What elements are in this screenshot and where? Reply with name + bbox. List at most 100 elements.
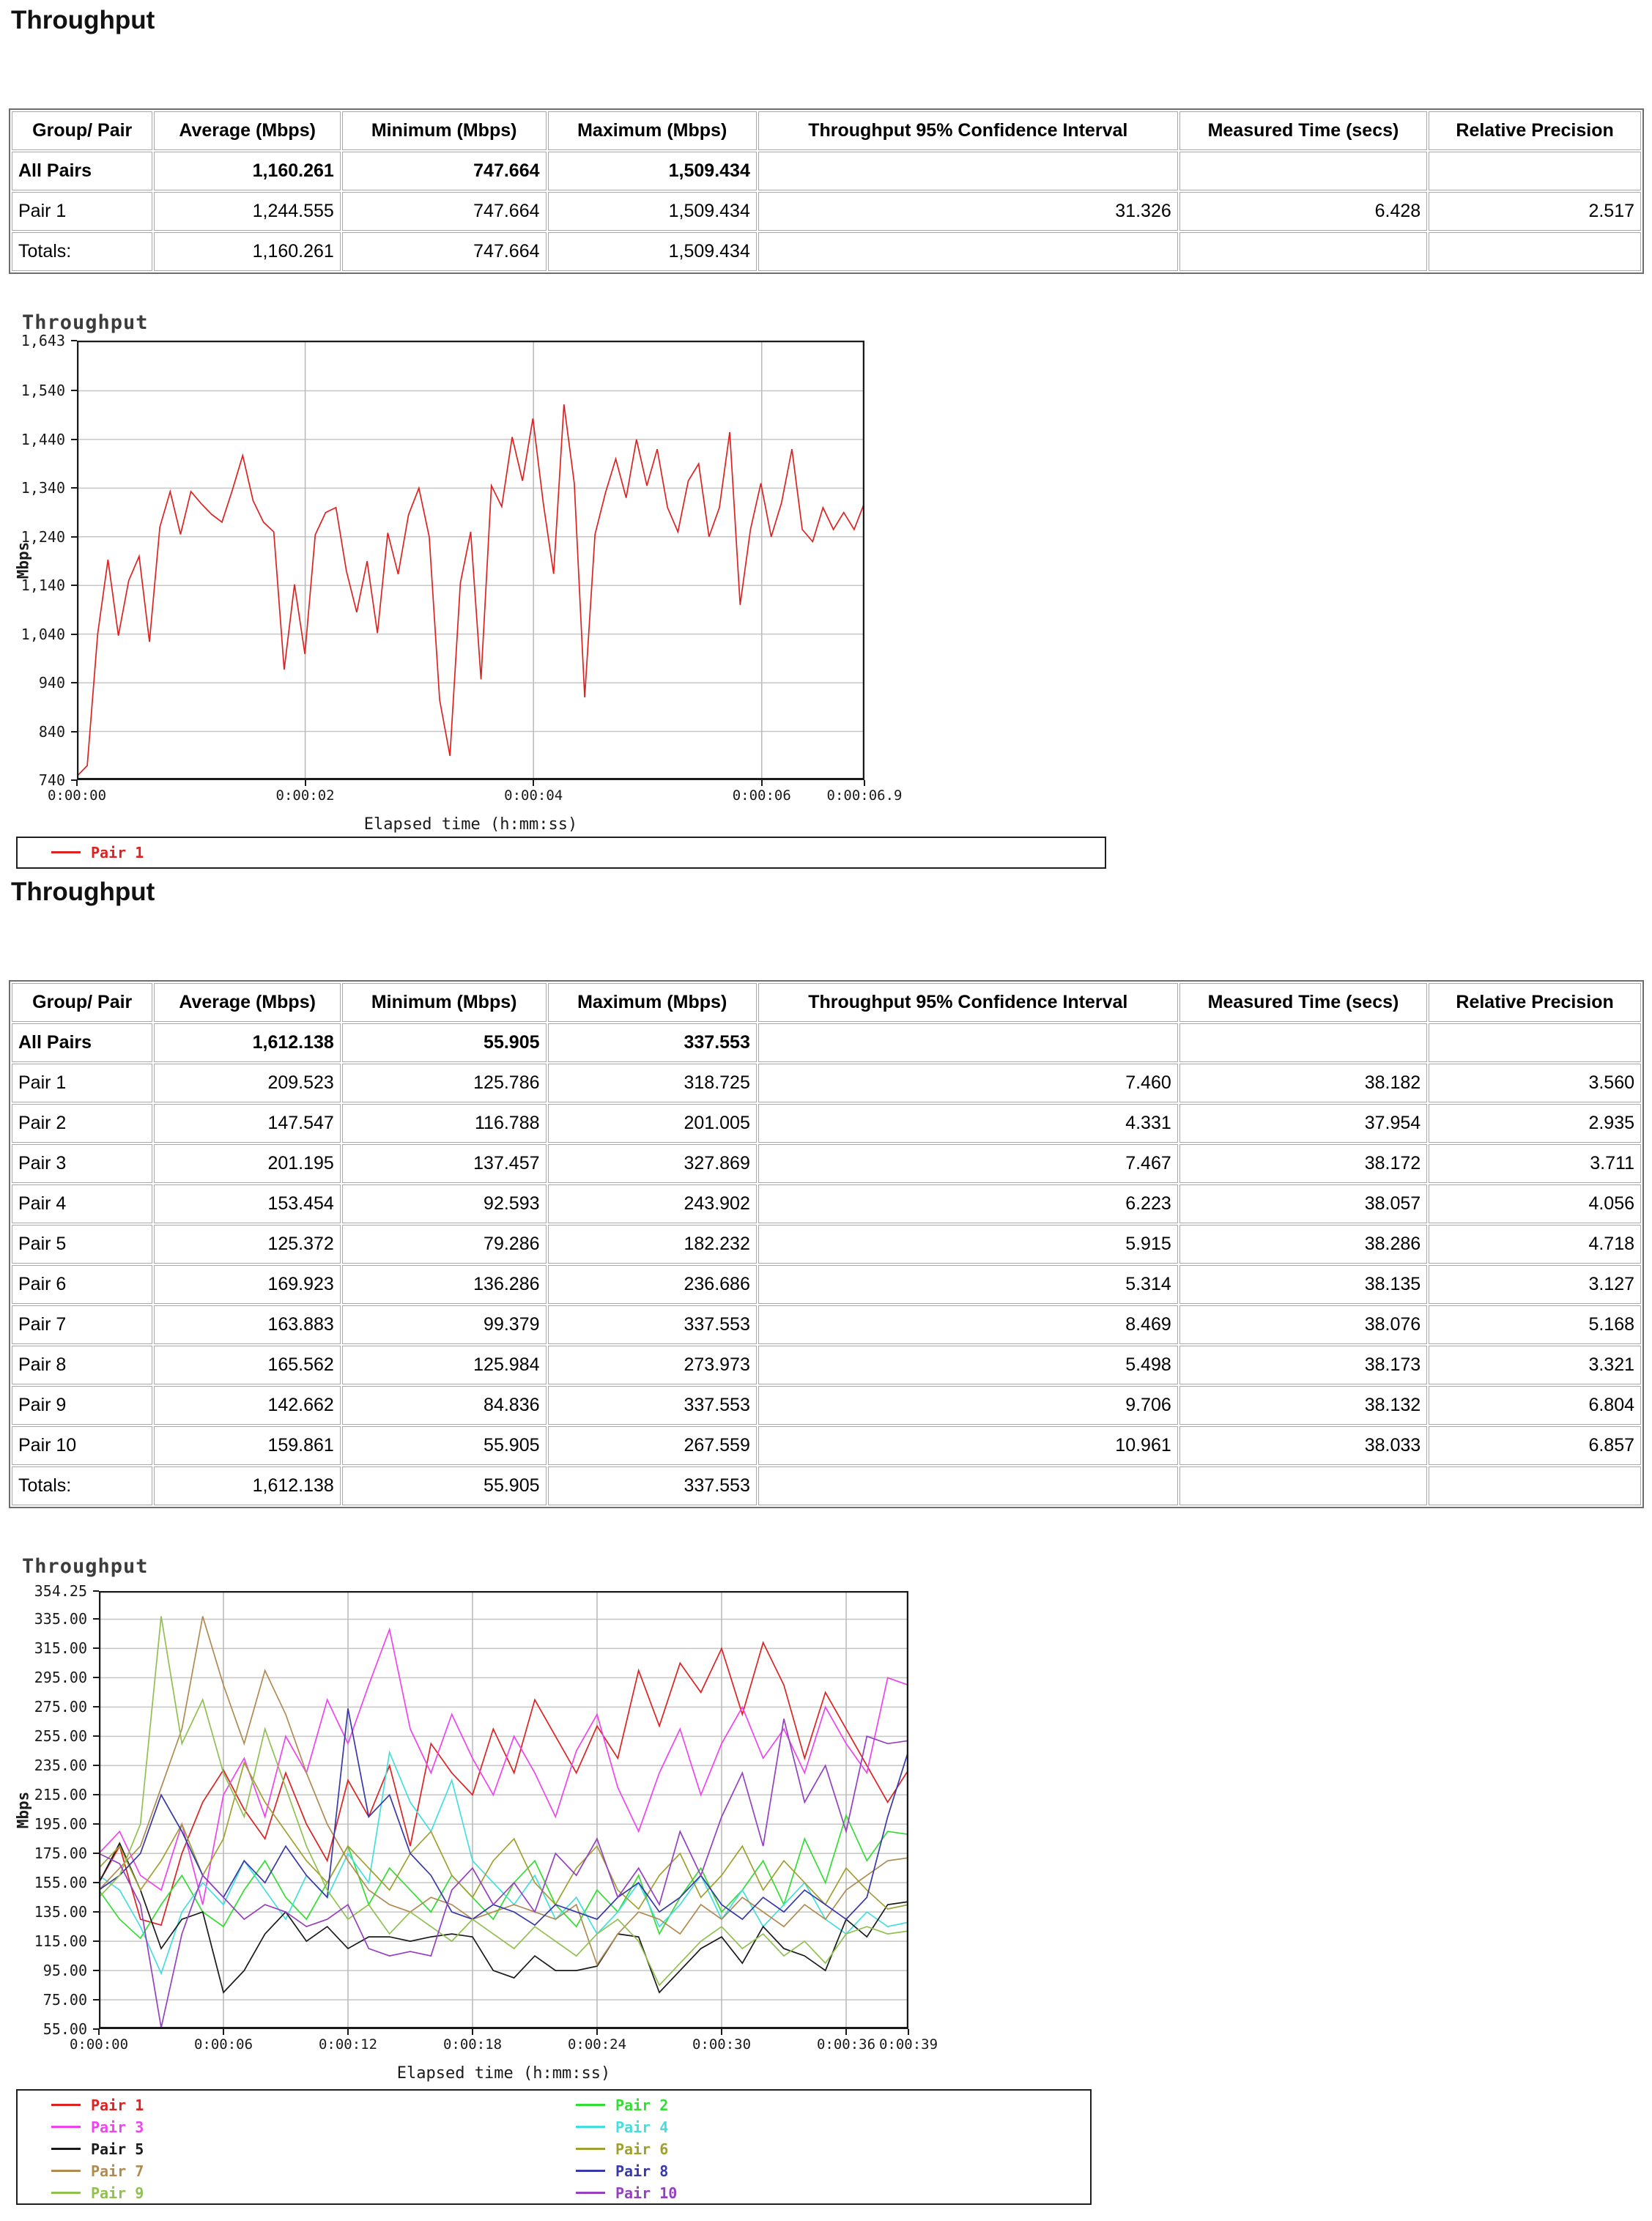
y-tick-label: 1,140 — [21, 576, 65, 595]
cell-value: 747.664 — [341, 192, 547, 231]
cell-value: 243.902 — [547, 1184, 757, 1223]
cell-value — [758, 232, 1178, 271]
x-tick-label: 0:00:39 — [878, 2036, 938, 2053]
y-tickmark — [93, 1706, 99, 1708]
column-header: Minimum (Mbps) — [341, 111, 547, 150]
y-tick-label: 95.00 — [42, 1962, 87, 1980]
y-tick-label: 1,540 — [21, 382, 65, 400]
cell-value: 9.706 — [758, 1386, 1178, 1425]
chart-legend: Pair 1 — [16, 837, 1106, 869]
row-label: Pair 4 — [12, 1184, 153, 1223]
row-label: Pair 7 — [12, 1305, 153, 1344]
legend-line-icon — [576, 2170, 605, 2172]
cell-value: 1,160.261 — [154, 232, 341, 271]
plot-area — [99, 1591, 908, 2029]
column-header: Measured Time (secs) — [1179, 983, 1428, 1022]
x-tickmark — [721, 2029, 722, 2035]
legend-label: Pair 8 — [615, 2162, 669, 2180]
cell-value: 337.553 — [547, 1386, 757, 1425]
y-tickmark — [71, 390, 77, 392]
cell-value: 6.223 — [758, 1184, 1178, 1223]
table-row: Pair 7 163.883 99.379 337.553 8.469 38.076 5.1… — [12, 1305, 1641, 1344]
y-tickmark — [93, 1590, 99, 1592]
cell-value: 267.559 — [547, 1426, 757, 1465]
legend-label: Pair 9 — [91, 2184, 144, 2202]
cell-value: 79.286 — [341, 1225, 547, 1264]
y-tick-label: 235.00 — [34, 1757, 87, 1775]
y-tick-label: 75.00 — [42, 1991, 87, 2009]
y-tick-label: 740 — [38, 771, 65, 789]
y-tickmark — [71, 535, 77, 538]
y-tick-label: 55.00 — [42, 2020, 87, 2038]
legend-item: Pair 4 — [576, 2118, 1090, 2136]
series-line — [99, 1641, 908, 1927]
legend-item: Pair 7 — [51, 2162, 576, 2180]
y-tickmark — [71, 779, 77, 781]
row-label: All Pairs — [12, 1023, 153, 1062]
x-tick-label: 0:00:24 — [567, 2036, 627, 2053]
throughput-chart-2: Throughput 354.25 335.00 315.00 295.00 275.00… — [0, 1549, 1652, 2220]
series-line — [99, 1616, 908, 1987]
column-header: Minimum (Mbps) — [341, 983, 547, 1022]
y-tick-label: 175.00 — [34, 1844, 87, 1863]
cell-value: 165.562 — [154, 1346, 341, 1384]
cell-value — [1179, 152, 1428, 190]
row-label: Totals: — [12, 1467, 153, 1505]
cell-value: 201.195 — [154, 1144, 341, 1183]
cell-value: 55.905 — [341, 1426, 547, 1465]
series-line — [99, 1718, 908, 2028]
cell-value: 84.836 — [341, 1386, 547, 1425]
chart-title: Throughput — [22, 1555, 149, 1578]
series-line — [99, 1750, 908, 1976]
legend-line-icon — [51, 2104, 81, 2106]
cell-value: 10.961 — [758, 1426, 1178, 1465]
y-tick-label: 155.00 — [34, 1874, 87, 1892]
x-tickmark — [472, 2029, 473, 2035]
y-tickmark — [93, 1999, 99, 2001]
table-row: Totals: 1,612.138 55.905 337.553 — [12, 1467, 1641, 1505]
y-tickmark — [93, 1970, 99, 1972]
x-tickmark — [908, 2029, 909, 2035]
x-tickmark — [76, 780, 78, 786]
y-tick-label: 1,240 — [21, 527, 65, 546]
cell-value — [1179, 1023, 1428, 1062]
series-line — [77, 404, 864, 777]
row-label: All Pairs — [12, 152, 153, 190]
y-tick-label: 115.00 — [34, 1932, 87, 1951]
cell-value: 5.314 — [758, 1265, 1178, 1304]
cell-value — [758, 1023, 1178, 1062]
legend-item: Pair 8 — [576, 2162, 1090, 2180]
legend-label: Pair 4 — [615, 2118, 669, 2136]
cell-value: 31.326 — [758, 192, 1178, 231]
cell-value: 2.935 — [1429, 1104, 1641, 1143]
cell-value: 209.523 — [154, 1064, 341, 1102]
row-label: Pair 10 — [12, 1426, 153, 1465]
cell-value: 142.662 — [154, 1386, 341, 1425]
column-header: Throughput 95% Confidence Interval — [758, 983, 1178, 1022]
legend-label: Pair 5 — [91, 2140, 144, 2158]
legend-item: Pair 6 — [576, 2140, 1090, 2158]
cell-value: 125.372 — [154, 1225, 341, 1264]
cell-value: 747.664 — [341, 232, 547, 271]
chart-legend: Pair 1 Pair 2 Pair 3 Pair 4 Pair 5 Pair 6 Pair… — [16, 2089, 1092, 2205]
cell-value: 38.173 — [1179, 1346, 1428, 1384]
column-header: Average (Mbps) — [154, 983, 341, 1022]
row-label: Pair 1 — [12, 1064, 153, 1102]
legend-line-icon — [576, 2148, 605, 2150]
cell-value: 1,509.434 — [547, 192, 757, 231]
y-tick-label: 840 — [38, 722, 65, 741]
y-tickmark — [93, 2028, 99, 2030]
cell-value — [1179, 232, 1428, 271]
y-tickmark — [71, 730, 77, 733]
x-tickmark — [304, 780, 306, 786]
table-row: Pair 9 142.662 84.836 337.553 9.706 38.132 6.8… — [12, 1386, 1641, 1425]
legend-item: Pair 9 — [51, 2184, 576, 2202]
cell-value: 4.331 — [758, 1104, 1178, 1143]
y-tickmark — [71, 633, 77, 635]
x-tickmark — [596, 2029, 598, 2035]
cell-value: 8.469 — [758, 1305, 1178, 1344]
chart-title: Throughput — [22, 311, 149, 334]
legend-label: Pair 3 — [91, 2118, 144, 2136]
table-row: Pair 6 169.923 136.286 236.686 5.314 38.135 3.… — [12, 1265, 1641, 1304]
table-row: Pair 8 165.562 125.984 273.973 5.498 38.173 3.… — [12, 1346, 1641, 1384]
